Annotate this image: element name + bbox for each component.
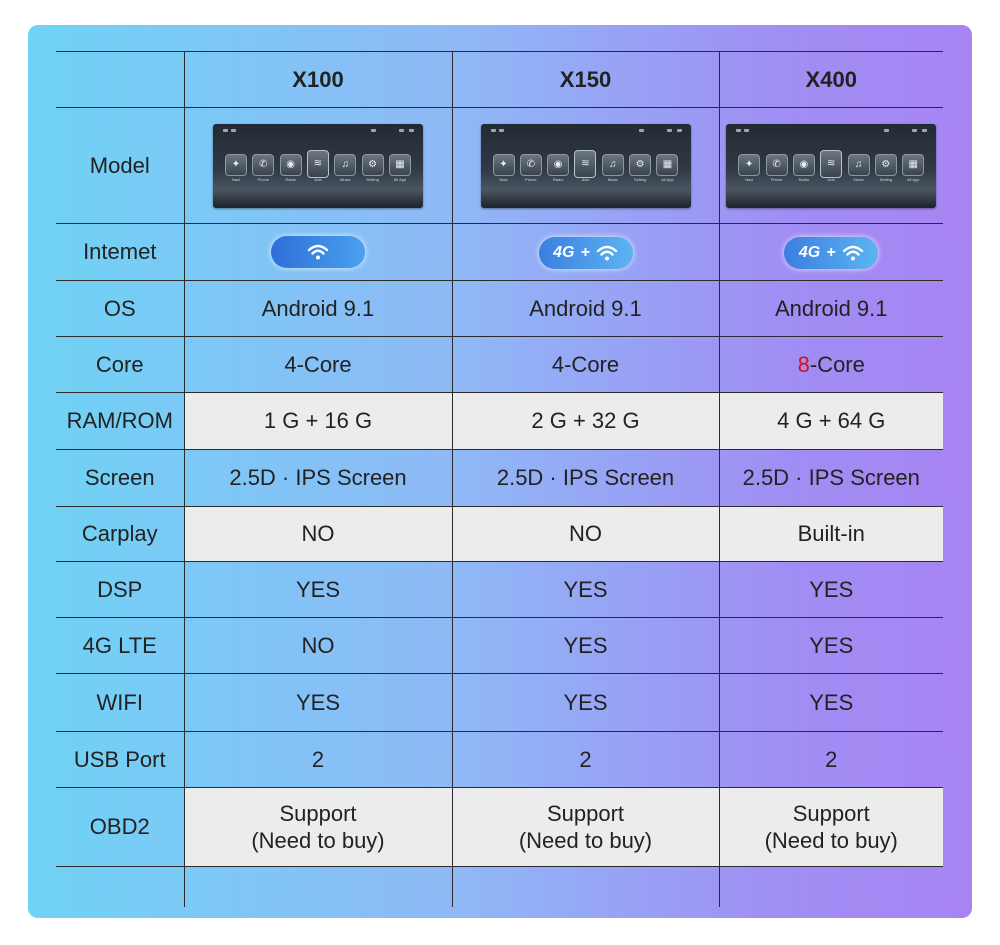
usb-port-x400: 2: [718, 731, 943, 788]
head-unit-screen-image: ✦ ✆ ◉ ≋ ♫ ⚙ ▦ Navi Phone Radio Avin Music Setting Al…: [726, 123, 937, 208]
usb-port-x150: 2: [451, 731, 719, 788]
internet-x400: 4G +: [718, 223, 943, 281]
wifi-icon: [596, 245, 618, 260]
wifi-x400: YES: [718, 673, 943, 732]
screen-x100: 2.5D · IPS Screen: [183, 449, 452, 507]
obd2-row: OBD2 Support (Need to buy) Support (Need t…: [56, 787, 943, 867]
obd2-support-text: Support: [792, 800, 870, 826]
4g-wifi-badge: 4G +: [538, 236, 633, 269]
obd2-x100: Support (Need to buy): [183, 787, 452, 867]
wifi-icon: [842, 245, 863, 260]
column-header-x150: X150: [451, 51, 719, 108]
model-row: Model ✦ ✆ ◉ ≋ ♫ ⚙ ▦ Navi Phone Radio Avin Music Set…: [56, 107, 943, 224]
obd2-x400: Support (Need to buy): [718, 787, 943, 867]
os-x400: Android 9.1: [718, 280, 943, 337]
os-row: OS Android 9.1 Android 9.1 Android 9.1: [56, 280, 943, 337]
model-image-x400: ✦ ✆ ◉ ≋ ♫ ⚙ ▦ Navi Phone Radio Avin Music Setting Al…: [718, 107, 943, 224]
wifi-x100: YES: [183, 673, 452, 732]
4g-label: 4G: [553, 243, 575, 261]
ram-rom-x400: 4 G + 64 G: [718, 392, 943, 450]
screen-row: Screen 2.5D · IPS Screen 2.5D · IPS Scre…: [56, 449, 943, 507]
dsp-x100: YES: [183, 561, 452, 618]
ram-rom-x100: 1 G + 16 G: [183, 392, 452, 450]
row-label-usb-port: USB Port: [56, 731, 184, 788]
row-label-os: OS: [56, 280, 184, 337]
screen-x400: 2.5D · IPS Screen: [718, 449, 943, 507]
model-image-x100: ✦ ✆ ◉ ≋ ♫ ⚙ ▦ Navi Phone Radio Avin Music Setting Al…: [183, 107, 452, 224]
row-label-wifi: WIFI: [56, 673, 184, 732]
model-image-x150: ✦ ✆ ◉ ≋ ♫ ⚙ ▦ Navi Phone Radio Avin Music Setting Al…: [451, 107, 719, 224]
internet-x100: [183, 223, 452, 281]
head-unit-screen-image: ✦ ✆ ◉ ≋ ♫ ⚙ ▦ Navi Phone Radio Avin Music Setting Al…: [213, 123, 423, 208]
row-label-ram-rom: RAM/ROM: [56, 392, 184, 450]
obd2-support-text: Support: [546, 800, 625, 826]
column-header-x100: X100: [183, 51, 452, 108]
ram-rom-row: RAM/ROM 1 G + 16 G 2 G + 32 G 4 G + 64 G: [56, 392, 943, 450]
obd2-x150: Support (Need to buy): [451, 787, 719, 867]
row-label-model: Model: [56, 107, 184, 224]
spec-comparison-table: X100 X150 X400 Model ✦ ✆ ◉ ≋ ♫ ⚙ ▦ Navi Phone Ra…: [56, 51, 943, 907]
4g-lte-x400: YES: [718, 617, 943, 674]
screen-x150: 2.5D · IPS Screen: [451, 449, 719, 507]
dsp-x150: YES: [451, 561, 719, 618]
4g-lte-row: 4G LTE NO YES YES: [56, 617, 943, 674]
core-x100: 4-Core: [183, 336, 452, 393]
wifi-badge: [271, 236, 365, 268]
row-label-core: Core: [56, 336, 184, 393]
os-x100: Android 9.1: [183, 280, 452, 337]
internet-x150: 4G +: [451, 223, 719, 281]
row-label-4g-lte: 4G LTE: [56, 617, 184, 674]
usb-port-row: USB Port 2 2 2: [56, 731, 943, 788]
header-corner-cell: [56, 51, 184, 108]
4g-wifi-badge: 4G +: [784, 236, 879, 269]
4g-label: 4G: [798, 243, 821, 261]
plus-sign: +: [826, 243, 836, 261]
os-x150: Android 9.1: [451, 280, 719, 337]
core-x400: 8-Core: [718, 336, 943, 393]
ram-rom-x150: 2 G + 32 G: [451, 392, 719, 450]
carplay-x400: Built-in: [718, 506, 943, 562]
column-header-x400: X400: [718, 51, 943, 108]
obd2-note-text: (Need to buy): [518, 828, 653, 853]
dsp-x400: YES: [718, 561, 943, 618]
obd2-note-text: (Need to buy): [251, 828, 385, 853]
head-unit-screen-image: ✦ ✆ ◉ ≋ ♫ ⚙ ▦ Navi Phone Radio Avin Music Setting Al…: [480, 123, 691, 208]
core-suffix: -Core: [809, 351, 865, 377]
row-label-carplay: Carplay: [56, 506, 184, 562]
obd2-support-text: Support: [279, 800, 357, 826]
core-row: Core 4-Core 4-Core 8-Core: [56, 336, 943, 393]
internet-row: Intemet 4G +: [56, 223, 943, 281]
core-count-highlight: 8: [797, 351, 810, 377]
carplay-x100: NO: [183, 506, 452, 562]
header-row: X100 X150 X400: [56, 51, 943, 108]
4g-lte-x150: YES: [451, 617, 719, 674]
row-label-internet: Intemet: [56, 223, 184, 281]
wifi-icon: [307, 244, 329, 260]
4g-lte-x100: NO: [183, 617, 452, 674]
plus-sign: +: [580, 243, 590, 261]
empty-footer-row: [56, 866, 943, 907]
usb-port-x100: 2: [183, 731, 452, 788]
row-label-dsp: DSP: [56, 561, 184, 618]
carplay-row: Carplay NO NO Built-in: [56, 506, 943, 562]
row-label-screen: Screen: [56, 449, 184, 507]
carplay-x150: NO: [451, 506, 719, 562]
dsp-row: DSP YES YES YES: [56, 561, 943, 618]
core-x150: 4-Core: [451, 336, 719, 393]
wifi-row: WIFI YES YES YES: [56, 673, 943, 732]
comparison-panel: X100 X150 X400 Model ✦ ✆ ◉ ≋ ♫ ⚙ ▦ Navi Phone Ra…: [28, 25, 972, 918]
wifi-x150: YES: [451, 673, 719, 732]
obd2-note-text: (Need to buy): [764, 828, 898, 853]
row-label-obd2: OBD2: [56, 787, 184, 867]
